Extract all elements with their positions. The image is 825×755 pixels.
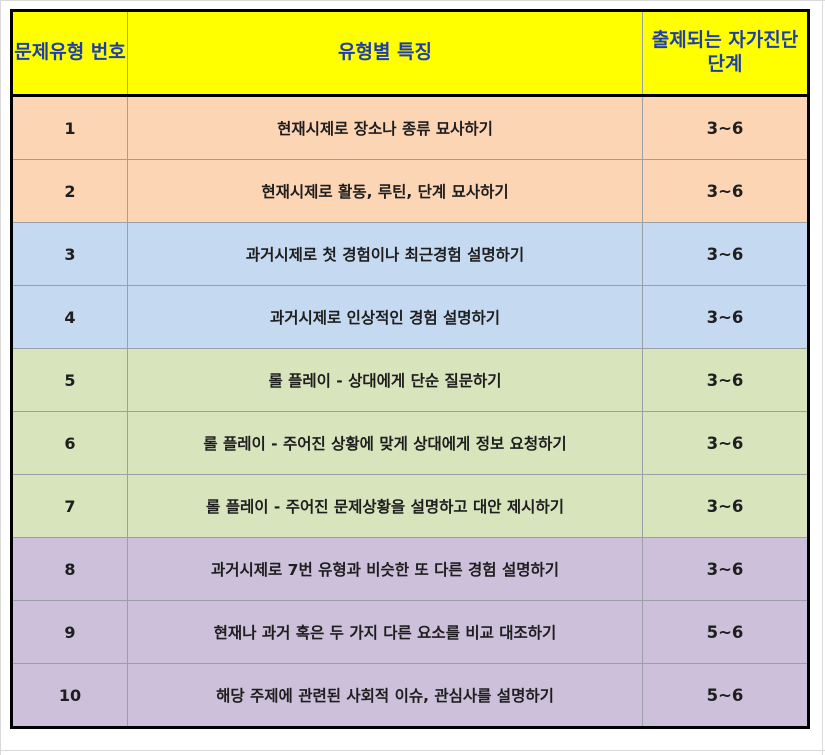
table-row: 10 해당 주제에 관련된 사회적 이슈, 관심사를 설명하기 5~6 xyxy=(11,663,809,728)
cell-type-feature[interactable]: 해당 주제에 관련된 사회적 이슈, 관심사를 설명하기 xyxy=(127,663,643,728)
cell-level-range[interactable]: 5~6 xyxy=(642,663,809,728)
cell-type-number[interactable]: 5 xyxy=(11,348,128,412)
cell-type-feature[interactable]: 롤 플레이 - 주어진 문제상황을 설명하고 대안 제시하기 xyxy=(127,474,643,538)
table-row: 9 현재나 과거 혹은 두 가지 다른 요소를 비교 대조하기 5~6 xyxy=(11,600,809,664)
cell-type-feature[interactable]: 과거시제로 인상적인 경험 설명하기 xyxy=(127,285,643,349)
cell-type-number[interactable]: 8 xyxy=(11,537,128,601)
cell-type-feature[interactable]: 현재시제로 활동, 루틴, 단계 묘사하기 xyxy=(127,159,643,223)
sheet-gridline xyxy=(0,0,825,1)
sheet-gridline xyxy=(822,0,823,755)
cell-type-feature[interactable]: 현재나 과거 혹은 두 가지 다른 요소를 비교 대조하기 xyxy=(127,600,643,664)
cell-level-range[interactable]: 3~6 xyxy=(642,411,809,475)
cell-type-feature[interactable]: 현재시제로 장소나 종류 묘사하기 xyxy=(127,95,643,160)
cell-level-range[interactable]: 3~6 xyxy=(642,95,809,160)
table-row: 3 과거시제로 첫 경험이나 최근경험 설명하기 3~6 xyxy=(11,222,809,286)
table-row: 2 현재시제로 활동, 루틴, 단계 묘사하기 3~6 xyxy=(11,159,809,223)
cell-type-number[interactable]: 9 xyxy=(11,600,128,664)
cell-type-feature[interactable]: 롤 플레이 - 주어진 상황에 맞게 상대에게 정보 요청하기 xyxy=(127,411,643,475)
table-header-row: 문제유형 번호 유형별 특징 출제되는 자가진단 단계 xyxy=(11,10,809,97)
question-type-table: 문제유형 번호 유형별 특징 출제되는 자가진단 단계 1 현재시제로 장소나 종… xyxy=(10,9,810,729)
header-type-feature[interactable]: 유형별 특징 xyxy=(127,10,643,97)
cell-type-number[interactable]: 3 xyxy=(11,222,128,286)
cell-type-number[interactable]: 1 xyxy=(11,95,128,160)
cell-type-number[interactable]: 2 xyxy=(11,159,128,223)
cell-type-number[interactable]: 7 xyxy=(11,474,128,538)
cell-level-range[interactable]: 3~6 xyxy=(642,285,809,349)
cell-type-feature[interactable]: 과거시제로 7번 유형과 비슷한 또 다른 경험 설명하기 xyxy=(127,537,643,601)
cell-type-feature[interactable]: 과거시제로 첫 경험이나 최근경험 설명하기 xyxy=(127,222,643,286)
cell-type-number[interactable]: 4 xyxy=(11,285,128,349)
sheet-gridline xyxy=(0,0,1,755)
cell-level-range[interactable]: 3~6 xyxy=(642,159,809,223)
table-row: 8 과거시제로 7번 유형과 비슷한 또 다른 경험 설명하기 3~6 xyxy=(11,537,809,601)
cell-level-range[interactable]: 5~6 xyxy=(642,600,809,664)
cell-level-range[interactable]: 3~6 xyxy=(642,537,809,601)
cell-type-feature[interactable]: 롤 플레이 - 상대에게 단순 질문하기 xyxy=(127,348,643,412)
cell-level-range[interactable]: 3~6 xyxy=(642,474,809,538)
table-row: 4 과거시제로 인상적인 경험 설명하기 3~6 xyxy=(11,285,809,349)
table-row: 1 현재시제로 장소나 종류 묘사하기 3~6 xyxy=(11,95,809,160)
header-self-assessment-level[interactable]: 출제되는 자가진단 단계 xyxy=(642,10,809,97)
sheet-gridline xyxy=(0,750,825,751)
cell-type-number[interactable]: 10 xyxy=(11,663,128,728)
cell-type-number[interactable]: 6 xyxy=(11,411,128,475)
cell-level-range[interactable]: 3~6 xyxy=(642,222,809,286)
header-type-number[interactable]: 문제유형 번호 xyxy=(11,10,128,97)
cell-level-range[interactable]: 3~6 xyxy=(642,348,809,412)
